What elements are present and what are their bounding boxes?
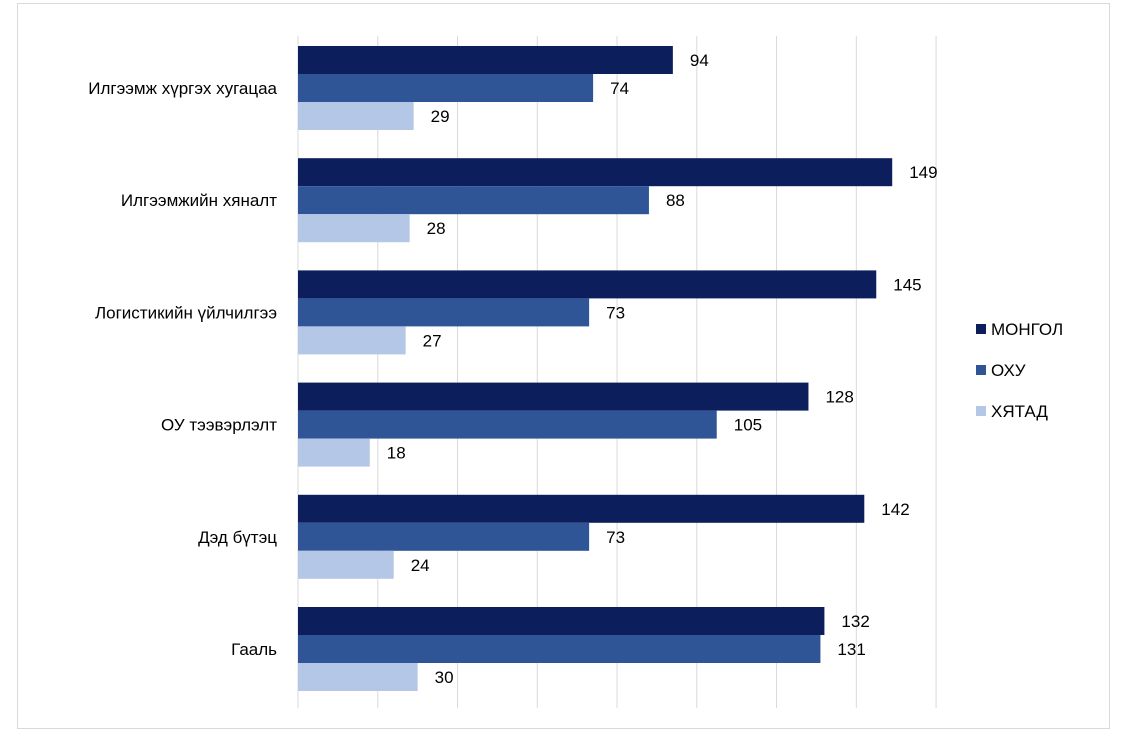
category-label: ОУ тээвэрлэлт <box>161 416 277 435</box>
bar-1-4 <box>298 383 808 411</box>
data-label: 30 <box>435 668 454 687</box>
data-label: 142 <box>881 500 909 519</box>
data-label: 27 <box>423 331 442 350</box>
data-label: 94 <box>690 51 709 70</box>
category-label: Логистикийн үйлчилгээ <box>95 303 277 322</box>
data-label: 105 <box>734 416 762 435</box>
bar-3-5 <box>298 551 394 579</box>
category-labels: Илгээмж хүргэх хугацаа Илгээмжийн хяналт Л… <box>88 79 277 659</box>
bar-1-2 <box>298 158 892 186</box>
data-label: 28 <box>427 219 446 238</box>
legend-label: ХЯТАД <box>991 402 1048 421</box>
data-label: 74 <box>610 79 629 98</box>
bar-3-4 <box>298 439 370 467</box>
legend-label: МОНГОЛ <box>991 320 1063 339</box>
data-label: 132 <box>841 612 869 631</box>
bar-2-5 <box>298 523 589 551</box>
data-label: 88 <box>666 191 685 210</box>
category-label: Гааль <box>231 640 277 659</box>
bar-3-2 <box>298 214 410 242</box>
category-label: Илгээмж хүргэх хугацаа <box>88 79 277 98</box>
legend-swatch <box>976 365 986 375</box>
bar-1-5 <box>298 495 864 523</box>
data-label: 24 <box>411 556 430 575</box>
data-label: 29 <box>431 107 450 126</box>
bar-3-6 <box>298 663 418 691</box>
bar-1-3 <box>298 270 876 298</box>
data-label: 149 <box>909 163 937 182</box>
bar-1-6 <box>298 607 824 635</box>
legend-swatch <box>976 324 986 334</box>
bar-3-3 <box>298 326 406 354</box>
data-label: 73 <box>606 303 625 322</box>
legend-swatch <box>976 406 986 416</box>
bar-2-2 <box>298 186 649 214</box>
bar-2-4 <box>298 411 717 439</box>
bar-1-1 <box>298 46 673 74</box>
bar-2-1 <box>298 74 593 102</box>
bars <box>298 46 892 691</box>
bar-2-6 <box>298 635 820 663</box>
category-label: Илгээмжийн хяналт <box>121 191 277 210</box>
category-label: Дэд бүтэц <box>198 528 277 547</box>
data-label: 145 <box>893 275 921 294</box>
legend: МОНГОЛ ОХУ ХЯТАД <box>976 320 1063 421</box>
data-label: 73 <box>606 528 625 547</box>
data-labels: 94 74 29 149 88 28 145 73 27 128 105 18 142 73 24 132 13… <box>387 51 938 687</box>
data-label: 128 <box>825 388 853 407</box>
data-label: 18 <box>387 444 406 463</box>
bar-2-3 <box>298 298 589 326</box>
bar-3-1 <box>298 102 414 130</box>
legend-label: ОХУ <box>991 361 1026 380</box>
data-label: 131 <box>837 640 865 659</box>
